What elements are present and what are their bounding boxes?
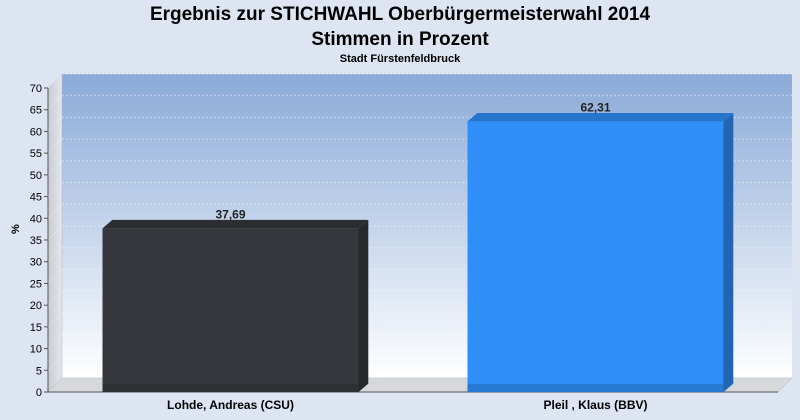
bar-front <box>102 228 359 392</box>
grid-line-wall <box>47 312 63 328</box>
y-tick-label: 10 <box>30 344 42 356</box>
grid-line-wall <box>47 225 63 241</box>
bar-1 <box>102 219 369 392</box>
chart-title-line2: Stimmen in Prozent <box>311 29 489 50</box>
x-category-label: Lohde, Andreas (CSU) <box>167 398 294 412</box>
bar-base <box>102 384 359 392</box>
bar-front <box>467 121 724 392</box>
grid-line-wall <box>47 117 63 132</box>
y-tick-label: 65 <box>30 105 42 117</box>
y-tick-label: 55 <box>30 148 42 160</box>
bar-side <box>358 219 369 392</box>
chart-subtitle: Stadt Fürstenfeldbruck <box>339 53 461 65</box>
y-tick-label: 25 <box>30 278 42 290</box>
y-tick-label: 45 <box>30 192 42 204</box>
bar-value-label: 37,69 <box>215 207 245 221</box>
grid-line-wall <box>47 160 63 176</box>
bar-base <box>467 384 724 392</box>
grid-line-wall <box>47 334 63 349</box>
y-tick-label: 70 <box>30 83 42 95</box>
bar-top <box>102 219 369 229</box>
y-tick-label: 30 <box>30 257 42 269</box>
grid-line-wall <box>47 247 63 262</box>
y-tick-label: 60 <box>30 126 42 138</box>
grid-line-wall <box>47 269 63 284</box>
grid-line-wall <box>47 290 63 306</box>
bar-value-label: 62,31 <box>580 100 610 114</box>
grid-line-wall <box>47 182 63 197</box>
grid-line-wall <box>47 95 63 110</box>
bar-2 <box>467 112 734 392</box>
grid-line-wall <box>47 73 63 89</box>
y-tick-label: 50 <box>30 170 42 182</box>
y-tick-label: 0 <box>36 387 42 399</box>
y-tick-label: 20 <box>30 300 42 312</box>
grid-line-wall <box>47 356 63 371</box>
y-tick-label: 35 <box>30 235 42 247</box>
x-category-label: Pleil , Klaus (BBV) <box>543 398 647 412</box>
bar-side <box>723 112 734 392</box>
y-tick-label: 5 <box>36 365 42 377</box>
y-tick-label: 15 <box>30 322 42 334</box>
grid-line-wall <box>47 204 63 219</box>
chart-title: Ergebnis zur STICHWAHL Oberbürgermeister… <box>149 4 651 25</box>
y-tick-label: 40 <box>30 213 42 225</box>
grid-line-wall <box>47 138 63 154</box>
bar-top <box>467 112 734 122</box>
